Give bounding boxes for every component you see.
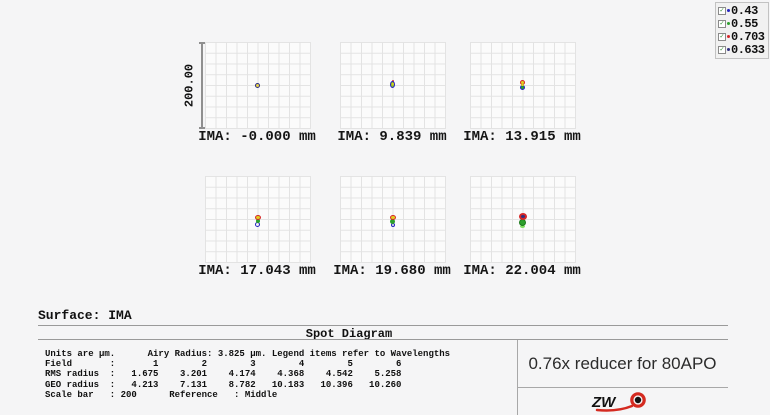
scale-bar-top-cap — [199, 42, 205, 44]
spot-statistics: Units are µm. Airy Radius: 3.825 µm. Leg… — [45, 349, 450, 400]
scale-bar-bottom-cap — [199, 127, 205, 129]
scale-bar-label: 200.00 — [182, 63, 197, 108]
wavelength-color-dot — [727, 48, 730, 51]
spot — [390, 223, 395, 227]
spot — [390, 218, 395, 224]
zwo-logo-icon: ZW — [591, 392, 646, 412]
legend-item[interactable]: 0.703 — [718, 29, 768, 44]
checkbox-icon[interactable] — [718, 32, 726, 41]
spot-cluster — [340, 42, 445, 128]
zwo-logo: ZW — [591, 390, 653, 412]
geo-radius-row: GEO radius : 4.213 7.131 8.782 10.183 10… — [45, 379, 402, 390]
ima-label: IMA: 9.839 mm — [337, 129, 447, 145]
checkbox-icon[interactable] — [718, 6, 726, 15]
spot-cluster — [470, 176, 575, 262]
spot — [389, 214, 396, 220]
surface-label: Surface: IMA — [38, 308, 132, 323]
spot — [255, 219, 260, 223]
spot-panel-field1 — [205, 42, 311, 129]
legend-item[interactable]: 0.633 — [718, 42, 768, 57]
checkbox-icon[interactable] — [718, 45, 726, 54]
legend-label: 0.55 — [731, 16, 758, 31]
legend-label: 0.703 — [731, 29, 765, 44]
wavelength-color-dot — [727, 9, 730, 12]
ima-label: IMA: 17.043 mm — [198, 263, 316, 279]
spot — [518, 212, 527, 220]
divider — [38, 325, 728, 326]
spot-cluster — [205, 42, 310, 128]
spot-panel-field6 — [470, 176, 576, 263]
ima-label: IMA: 13.915 mm — [463, 129, 581, 145]
spot — [519, 218, 526, 226]
legend-item[interactable]: 0.55 — [718, 16, 768, 31]
legend-label: 0.43 — [731, 3, 758, 18]
spot-panel-field5 — [340, 176, 446, 263]
ima-label: IMA: -0.000 mm — [198, 129, 316, 145]
spot — [391, 83, 394, 85]
spot-cluster — [470, 42, 575, 128]
rms-radius-row: RMS radius : 1.675 3.201 4.174 4.368 4.5… — [45, 369, 402, 380]
page-title: Spot Diagram — [305, 327, 393, 341]
spot-panel-field4 — [205, 176, 311, 263]
legend-item[interactable]: 0.43 — [718, 3, 768, 18]
field-row: Field : 1 2 3 4 5 6 — [45, 359, 402, 370]
legend-label: 0.633 — [731, 42, 765, 57]
spot — [520, 224, 525, 228]
scale-bar — [201, 43, 203, 128]
spot-panel-field2 — [340, 42, 446, 129]
spot-panel-field3 — [470, 42, 576, 129]
checkbox-icon[interactable] — [718, 19, 726, 28]
spot — [255, 82, 260, 88]
spot — [521, 84, 524, 86]
divider — [517, 387, 728, 388]
scale-reference-row: Scale bar : 200 Reference : Middle — [45, 389, 278, 400]
spot — [254, 214, 261, 220]
spot-cluster — [205, 176, 310, 262]
units-airy-line: Units are µm. Airy Radius: 3.825 µm. Leg… — [45, 349, 451, 359]
svg-text:ZW: ZW — [591, 394, 617, 411]
wavelength-legend: 0.43 0.55 0.703 0.633 — [715, 2, 769, 59]
wavelength-color-dot — [727, 22, 730, 25]
product-title: 0.76x reducer for 80APO — [528, 353, 717, 373]
wavelength-color-dot — [727, 35, 730, 38]
ima-label: IMA: 22.004 mm — [463, 263, 581, 279]
divider — [38, 339, 728, 340]
divider — [517, 340, 518, 415]
ima-label: IMA: 19.680 mm — [333, 263, 451, 279]
spot-cluster — [340, 176, 445, 262]
